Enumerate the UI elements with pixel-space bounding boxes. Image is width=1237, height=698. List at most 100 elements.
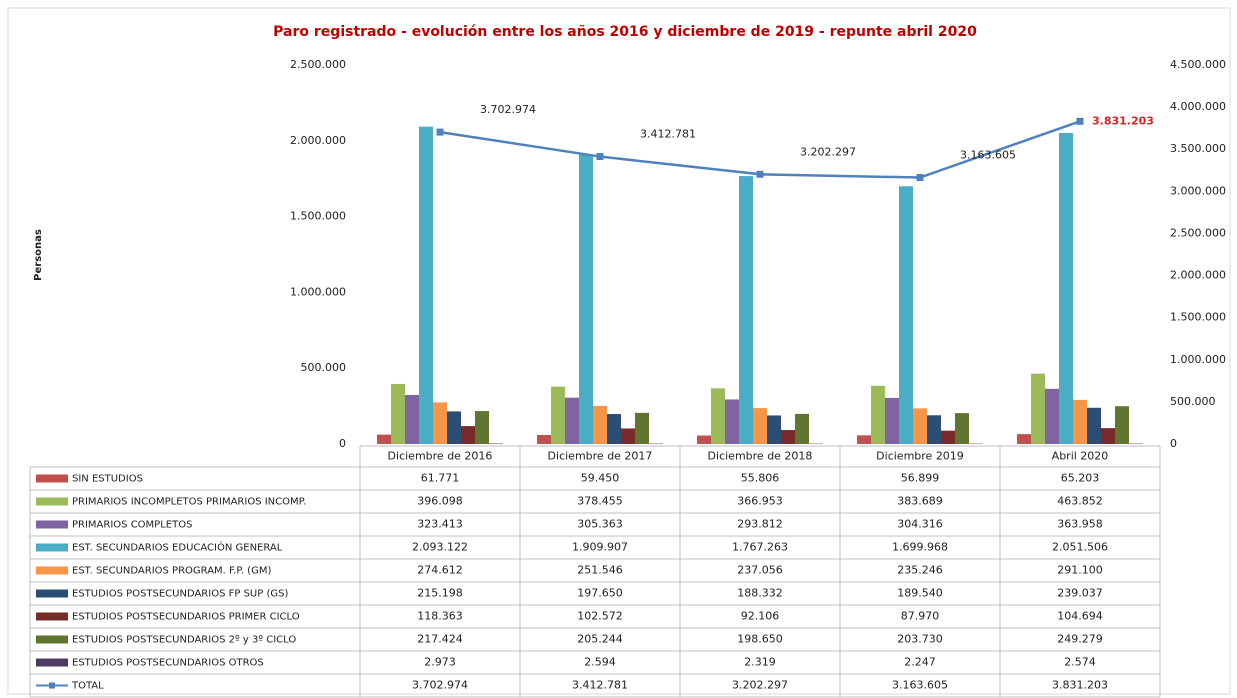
data-label: 3.831.203 [1092, 114, 1154, 127]
bar [447, 411, 461, 444]
bar [1031, 373, 1045, 444]
legend-label: ESTUDIOS POSTSECUNDARIOS PRIMER CICLO [72, 612, 300, 623]
legend-key [36, 543, 68, 552]
frame [7, 7, 1231, 695]
x-tick-label: Diciembre de 2016 [388, 450, 493, 463]
bar [711, 388, 725, 444]
y2-tick-label: 1.500.000 [1170, 311, 1226, 324]
table-cell: 3.202.297 [732, 679, 788, 692]
legend-label: PRIMARIOS COMPLETOS [72, 520, 192, 531]
table-cell: 305.363 [577, 518, 623, 531]
table-cell: 198.650 [737, 633, 783, 646]
bar [565, 397, 579, 444]
table-cell: 217.424 [417, 633, 463, 646]
legend-label: ESTUDIOS POSTSECUNDARIOS 2º y 3º CICLO [72, 635, 296, 646]
table-cell: 2.319 [744, 656, 776, 669]
table-cell: 235.246 [897, 564, 943, 577]
table-cell: 2.594 [584, 656, 616, 669]
legend-key [49, 682, 55, 689]
x-tick-label: Diciembre de 2018 [708, 450, 813, 463]
y2-tick-label: 2.000.000 [1170, 269, 1226, 282]
table-cell: 189.540 [897, 587, 943, 600]
table-cell: 92.106 [741, 610, 780, 623]
table-cell: 104.694 [1057, 610, 1103, 623]
y-axis-label: Personas [33, 229, 44, 281]
legend-key [36, 520, 68, 529]
y2-tick-label: 2.500.000 [1170, 226, 1226, 239]
line-marker [1076, 117, 1084, 125]
bar [697, 435, 711, 444]
legend-label: SIN ESTUDIOS [72, 474, 143, 485]
legend-key [36, 612, 68, 621]
y2-tick-label: 3.000.000 [1170, 184, 1226, 197]
legend-key [36, 589, 68, 598]
y-tick-label: 1.500.000 [290, 210, 346, 223]
table-cell: 3.702.974 [412, 679, 468, 692]
x-tick-label: Diciembre 2019 [876, 450, 964, 463]
bar [621, 428, 635, 444]
y2-tick-label: 4.500.000 [1170, 58, 1226, 71]
table-cell: 291.100 [1057, 564, 1103, 577]
table-cell: 2.093.122 [412, 541, 468, 554]
table-cell: 396.098 [417, 495, 463, 508]
table-cell: 3.163.605 [892, 679, 948, 692]
bar [1045, 388, 1059, 444]
bar [941, 430, 955, 444]
table-cell: 1.767.263 [732, 541, 788, 554]
bar [607, 414, 621, 444]
table-cell: 249.279 [1057, 633, 1103, 646]
table-cell: 203.730 [897, 633, 943, 646]
bar [537, 434, 551, 444]
table-cell: 55.806 [741, 472, 780, 485]
table-cell: 366.953 [737, 495, 783, 508]
table-cell: 188.332 [737, 587, 783, 600]
table-cell: 378.455 [577, 495, 623, 508]
bar [391, 383, 405, 444]
bar [593, 405, 607, 444]
bar [753, 408, 767, 444]
data-label: 3.412.781 [640, 128, 696, 141]
y2-tick-label: 4.000.000 [1170, 100, 1226, 113]
table-cell: 2.973 [424, 656, 456, 669]
bar [461, 426, 475, 444]
chart-title: Paro registrado - evolución entre los añ… [273, 24, 977, 40]
table-cell: 197.650 [577, 587, 623, 600]
bar [1101, 428, 1115, 444]
data-label: 3.702.974 [480, 103, 536, 116]
bar [739, 176, 753, 444]
bar [955, 413, 969, 444]
table-cell: 61.771 [421, 472, 460, 485]
legend-label: PRIMARIOS INCOMPLETOS PRIMARIOS INCOMP. [72, 497, 306, 508]
legend-label: ESTUDIOS POSTSECUNDARIOS OTROS [72, 658, 264, 669]
table-cell: 65.203 [1061, 472, 1100, 485]
table-cell: 205.244 [577, 633, 623, 646]
table-cell: 102.572 [577, 610, 623, 623]
bar [1087, 407, 1101, 444]
legend-key [36, 474, 68, 483]
table-cell: 323.413 [417, 518, 463, 531]
table-cell: 237.056 [737, 564, 783, 577]
line-marker [436, 128, 444, 136]
bar [795, 413, 809, 444]
table-cell: 215.198 [417, 587, 463, 600]
legend-label: TOTAL [71, 681, 104, 692]
bar [405, 394, 419, 444]
table-cell: 363.958 [1057, 518, 1103, 531]
legend-label: ESTUDIOS POSTSECUNDARIOS FP SUP (GS) [72, 589, 288, 600]
bar [433, 402, 447, 444]
table-cell: 1.909.907 [572, 541, 628, 554]
y2-tick-label: 1.000.000 [1170, 353, 1226, 366]
line-marker [916, 174, 924, 182]
table-cell: 59.450 [581, 472, 620, 485]
legend-key [36, 497, 68, 506]
y-tick-label: 0 [339, 437, 346, 450]
y2-tick-label: 3.500.000 [1170, 142, 1226, 155]
table-cell: 118.363 [417, 610, 463, 623]
bar [781, 430, 795, 444]
y-tick-label: 500.000 [301, 361, 347, 374]
bar [1059, 132, 1073, 444]
table-cell: 293.812 [737, 518, 783, 531]
bar [551, 386, 565, 444]
line-marker [596, 153, 604, 161]
bar [1073, 399, 1087, 444]
